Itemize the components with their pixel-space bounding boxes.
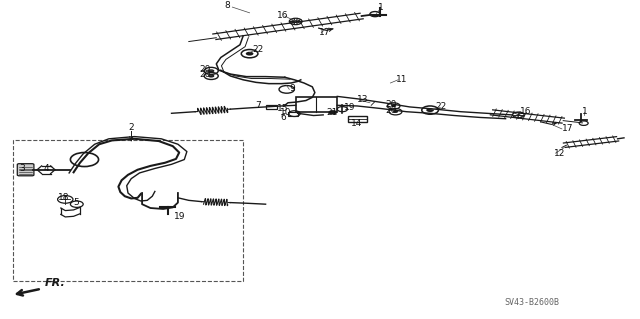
Circle shape	[391, 105, 396, 107]
Text: 10: 10	[280, 108, 292, 117]
Text: 5: 5	[74, 198, 79, 207]
Text: 17: 17	[319, 28, 330, 37]
Text: 12: 12	[554, 149, 565, 158]
Bar	[266, 105, 277, 108]
Circle shape	[393, 110, 398, 113]
Text: 6: 6	[280, 113, 286, 122]
Text: 14: 14	[351, 119, 362, 128]
Text: 22: 22	[435, 102, 447, 111]
Text: 22: 22	[253, 45, 264, 54]
Text: 8: 8	[224, 1, 230, 10]
Text: 11: 11	[396, 75, 407, 84]
Text: 7: 7	[255, 101, 260, 110]
Circle shape	[328, 110, 337, 115]
Text: 21: 21	[326, 108, 338, 117]
Bar	[288, 112, 298, 115]
Text: 19: 19	[344, 103, 356, 112]
Bar	[296, 97, 337, 112]
Text: 20: 20	[200, 65, 211, 74]
Text: 20: 20	[385, 106, 397, 115]
Text: 1: 1	[582, 107, 588, 115]
Text: 20: 20	[385, 100, 397, 109]
Text: FR.: FR.	[45, 278, 65, 288]
Circle shape	[426, 108, 434, 112]
Text: 19: 19	[174, 212, 186, 221]
Text: SV43-B2600B: SV43-B2600B	[504, 298, 559, 307]
Circle shape	[208, 69, 214, 72]
Bar	[13, 140, 243, 281]
Circle shape	[246, 52, 253, 56]
Text: 18: 18	[58, 193, 69, 202]
Text: 13: 13	[357, 95, 369, 104]
Text: 9: 9	[289, 84, 295, 93]
Text: 20: 20	[200, 70, 211, 79]
Bar	[348, 115, 367, 122]
Text: 4: 4	[44, 164, 49, 173]
Text: 3: 3	[19, 164, 25, 173]
Text: 16: 16	[276, 11, 288, 20]
Text: 2: 2	[128, 123, 134, 132]
FancyBboxPatch shape	[17, 164, 34, 176]
Text: 17: 17	[562, 124, 573, 133]
Text: 1: 1	[378, 3, 383, 11]
Circle shape	[208, 74, 214, 78]
Text: 16: 16	[520, 107, 531, 115]
Text: 15: 15	[276, 104, 288, 113]
